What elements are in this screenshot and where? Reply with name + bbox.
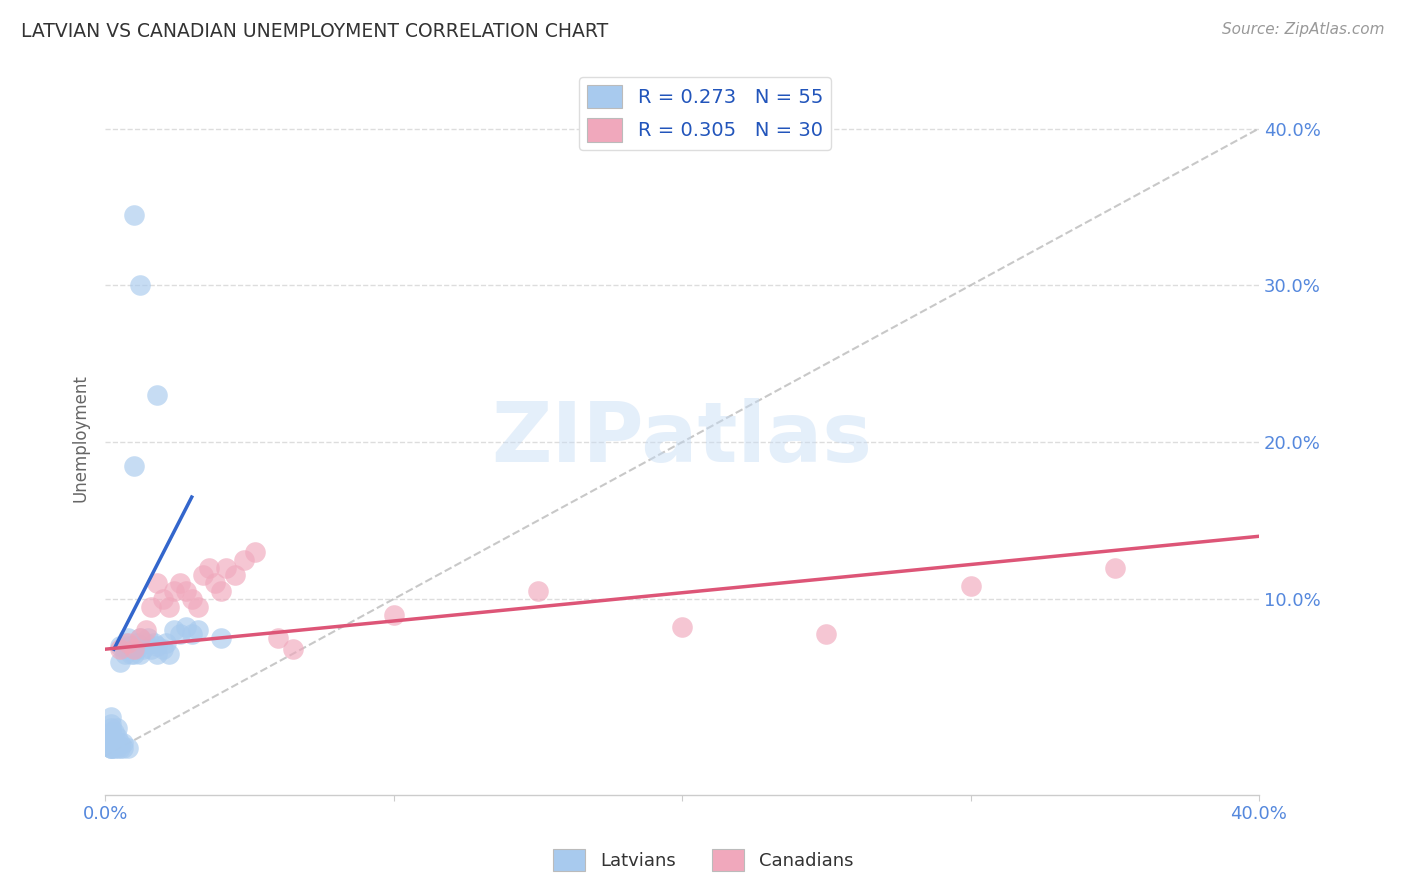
Point <box>103 733 125 747</box>
Point <box>114 636 136 650</box>
Text: ZIPatlas: ZIPatlas <box>492 398 873 479</box>
Point <box>180 626 202 640</box>
Point <box>128 278 150 293</box>
Point <box>157 647 180 661</box>
Point <box>382 607 405 622</box>
Point <box>120 639 142 653</box>
Point <box>146 388 169 402</box>
Point <box>111 736 134 750</box>
Point <box>100 741 122 756</box>
Point <box>209 584 232 599</box>
Point <box>108 642 131 657</box>
Point <box>103 736 125 750</box>
Point <box>117 741 139 756</box>
Point <box>174 584 197 599</box>
Point <box>186 599 208 614</box>
Point <box>245 545 267 559</box>
Point <box>122 639 145 653</box>
Point <box>527 584 550 599</box>
Point <box>141 599 163 614</box>
Point <box>169 576 191 591</box>
Point <box>103 725 125 739</box>
Point <box>193 568 215 582</box>
Point <box>959 579 981 593</box>
Point <box>100 725 122 739</box>
Point <box>180 592 202 607</box>
Point <box>100 730 122 744</box>
Legend: R = 0.273   N = 55, R = 0.305   N = 30: R = 0.273 N = 55, R = 0.305 N = 30 <box>579 77 831 150</box>
Point <box>132 642 155 657</box>
Point <box>125 642 148 657</box>
Point <box>281 642 304 657</box>
Point <box>232 553 254 567</box>
Point <box>100 736 122 750</box>
Point <box>215 560 238 574</box>
Point <box>186 624 208 638</box>
Point <box>267 632 290 646</box>
Point <box>157 599 180 614</box>
Point <box>163 624 186 638</box>
Point <box>209 632 232 646</box>
Point <box>146 639 169 653</box>
Point <box>143 636 166 650</box>
Point <box>135 636 157 650</box>
Point <box>111 741 134 756</box>
Point <box>108 639 131 653</box>
Point <box>169 626 191 640</box>
Point <box>155 636 177 650</box>
Point <box>122 647 145 661</box>
Point <box>128 632 150 646</box>
Point <box>100 741 122 756</box>
Point <box>100 733 122 747</box>
Point <box>117 632 139 646</box>
Point <box>108 655 131 669</box>
Point <box>100 709 122 723</box>
Point <box>114 642 136 657</box>
Point <box>105 730 128 744</box>
Point <box>204 576 226 591</box>
Point <box>146 647 169 661</box>
Point <box>815 626 838 640</box>
Point <box>105 736 128 750</box>
Point <box>125 636 148 650</box>
Point <box>146 576 169 591</box>
Point <box>122 458 145 473</box>
Point <box>122 208 145 222</box>
Point <box>103 741 125 756</box>
Text: Source: ZipAtlas.com: Source: ZipAtlas.com <box>1222 22 1385 37</box>
Point <box>1104 560 1126 574</box>
Point <box>135 624 157 638</box>
Legend: Latvians, Canadians: Latvians, Canadians <box>546 842 860 879</box>
Point <box>105 741 128 756</box>
Point <box>108 736 131 750</box>
Point <box>174 620 197 634</box>
Point <box>163 584 186 599</box>
Point <box>114 647 136 661</box>
Point <box>108 741 131 756</box>
Text: LATVIAN VS CANADIAN UNEMPLOYMENT CORRELATION CHART: LATVIAN VS CANADIAN UNEMPLOYMENT CORRELA… <box>21 22 609 41</box>
Point <box>141 642 163 657</box>
Point <box>117 639 139 653</box>
Point <box>671 620 693 634</box>
Point <box>100 717 122 731</box>
Point <box>152 642 174 657</box>
Point <box>100 721 122 735</box>
Point <box>122 642 145 657</box>
Point <box>224 568 246 582</box>
Point <box>100 741 122 756</box>
Point <box>105 721 128 735</box>
Y-axis label: Unemployment: Unemployment <box>72 375 89 502</box>
Point <box>128 632 150 646</box>
Point <box>138 632 160 646</box>
Point <box>128 647 150 661</box>
Point <box>198 560 221 574</box>
Point <box>152 592 174 607</box>
Point <box>120 647 142 661</box>
Point <box>117 636 139 650</box>
